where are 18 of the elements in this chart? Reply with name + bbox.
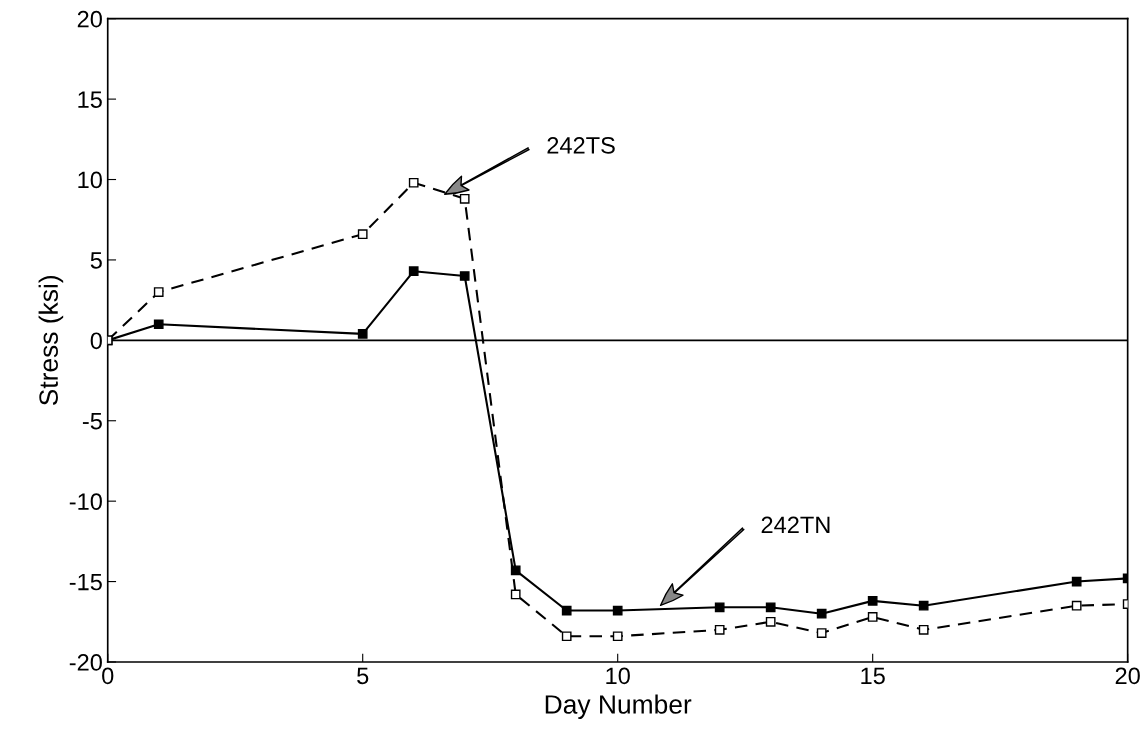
x-tick-label: 5 xyxy=(357,667,369,685)
y-tick-label: 5 xyxy=(90,252,102,269)
y-tick-label: 15 xyxy=(78,91,102,108)
x-tick-label: 10 xyxy=(606,667,630,685)
y-tick-label: -15 xyxy=(69,573,102,591)
annotation: 242TS xyxy=(547,136,615,154)
y-tick-label: 10 xyxy=(78,171,102,189)
x-tick-label: 0 xyxy=(102,667,114,685)
y-tick-label: -20 xyxy=(69,654,102,671)
y-tick-label: -5 xyxy=(82,413,102,430)
x-tick-label: 15 xyxy=(861,667,885,685)
annotation: 242TN xyxy=(761,516,830,533)
y-tick-label: 0 xyxy=(90,332,102,350)
y-tick-label: -10 xyxy=(69,493,102,510)
y-axis-title: Stress (ksi) xyxy=(38,276,64,406)
y-tick-label: 20 xyxy=(77,10,102,28)
x-axis-title: Day Number xyxy=(545,694,692,720)
x-tick-label: 20 xyxy=(1115,667,1140,685)
